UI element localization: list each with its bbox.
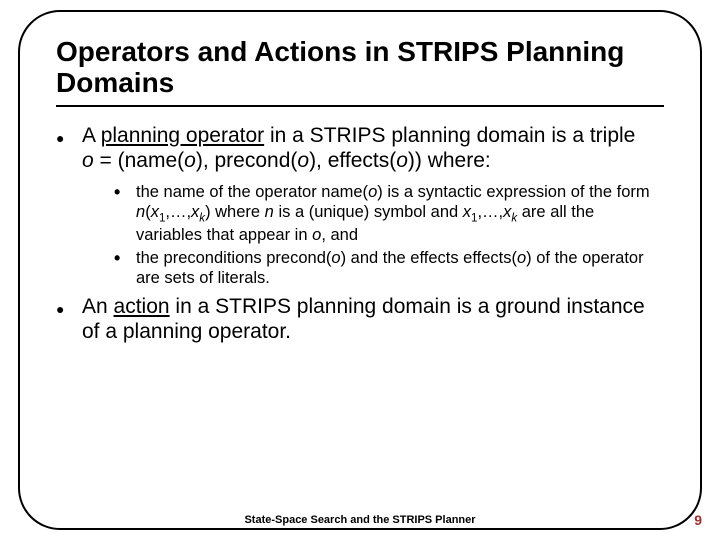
var-o: o <box>297 149 309 172</box>
main-bullet-list: ● An action in a STRIPS planning domain … <box>56 294 664 345</box>
text-fragment: = (name( <box>94 149 184 172</box>
title-rule <box>56 105 664 107</box>
bullet-text: An action in a STRIPS planning domain is… <box>82 294 664 345</box>
slide-frame: Operators and Actions in STRIPS Planning… <box>18 10 702 530</box>
bullet-icon: • <box>114 248 136 288</box>
text-fragment: is a (unique) symbol and <box>274 203 463 221</box>
var-o: o <box>331 249 340 267</box>
text-fragment: ) where <box>205 203 265 221</box>
var-o: o <box>82 149 94 172</box>
text-fragment: )) where: <box>408 149 491 172</box>
var-x: x <box>151 203 159 221</box>
text-fragment: An <box>82 295 114 318</box>
bullet-text: A planning operator in a STRIPS planning… <box>82 123 635 174</box>
var-x: x <box>463 203 471 221</box>
list-item: • the preconditions precond(o) and the e… <box>114 248 664 288</box>
var-o: o <box>184 149 196 172</box>
underlined-term: planning operator <box>101 124 264 147</box>
bullet-icon: ● <box>56 123 82 174</box>
bullet-icon: • <box>114 182 136 246</box>
main-bullet-list: ● A planning operator in a STRIPS planni… <box>56 123 664 174</box>
text-fragment: ,…, <box>165 203 191 221</box>
var-o: o <box>312 226 321 244</box>
bullet-icon: ● <box>56 294 82 345</box>
text-fragment: ) and the effects effects( <box>341 249 517 267</box>
text-fragment: the name of the operator name( <box>136 183 368 201</box>
list-item: • the name of the operator name(o) is a … <box>114 182 664 246</box>
text-fragment: the preconditions precond( <box>136 249 331 267</box>
page-number: 9 <box>694 512 702 528</box>
text-fragment: ) is a syntactic expression of the form <box>377 183 649 201</box>
text-fragment: , and <box>321 226 358 244</box>
underlined-term: action <box>114 295 170 318</box>
slide-footer: State-Space Search and the STRIPS Planne… <box>0 514 720 526</box>
var-o: o <box>517 249 526 267</box>
var-o: o <box>368 183 377 201</box>
sub-bullet-text: the name of the operator name(o) is a sy… <box>136 182 664 246</box>
text-fragment: ), precond( <box>196 149 298 172</box>
var-n: n <box>265 203 274 221</box>
list-item: ● An action in a STRIPS planning domain … <box>56 294 664 345</box>
text-fragment: ,…, <box>477 203 503 221</box>
text-fragment: in a STRIPS planning domain is a triple <box>264 124 635 147</box>
list-item: ● A planning operator in a STRIPS planni… <box>56 123 664 174</box>
text-fragment: ), effects( <box>309 149 396 172</box>
sub-bullet-text: the preconditions precond(o) and the eff… <box>136 248 664 288</box>
var-n: n <box>136 203 145 221</box>
var-o: o <box>396 149 408 172</box>
sub-bullet-list: • the name of the operator name(o) is a … <box>56 182 664 288</box>
text-fragment: A <box>82 124 101 147</box>
slide-title: Operators and Actions in STRIPS Planning… <box>56 36 664 99</box>
